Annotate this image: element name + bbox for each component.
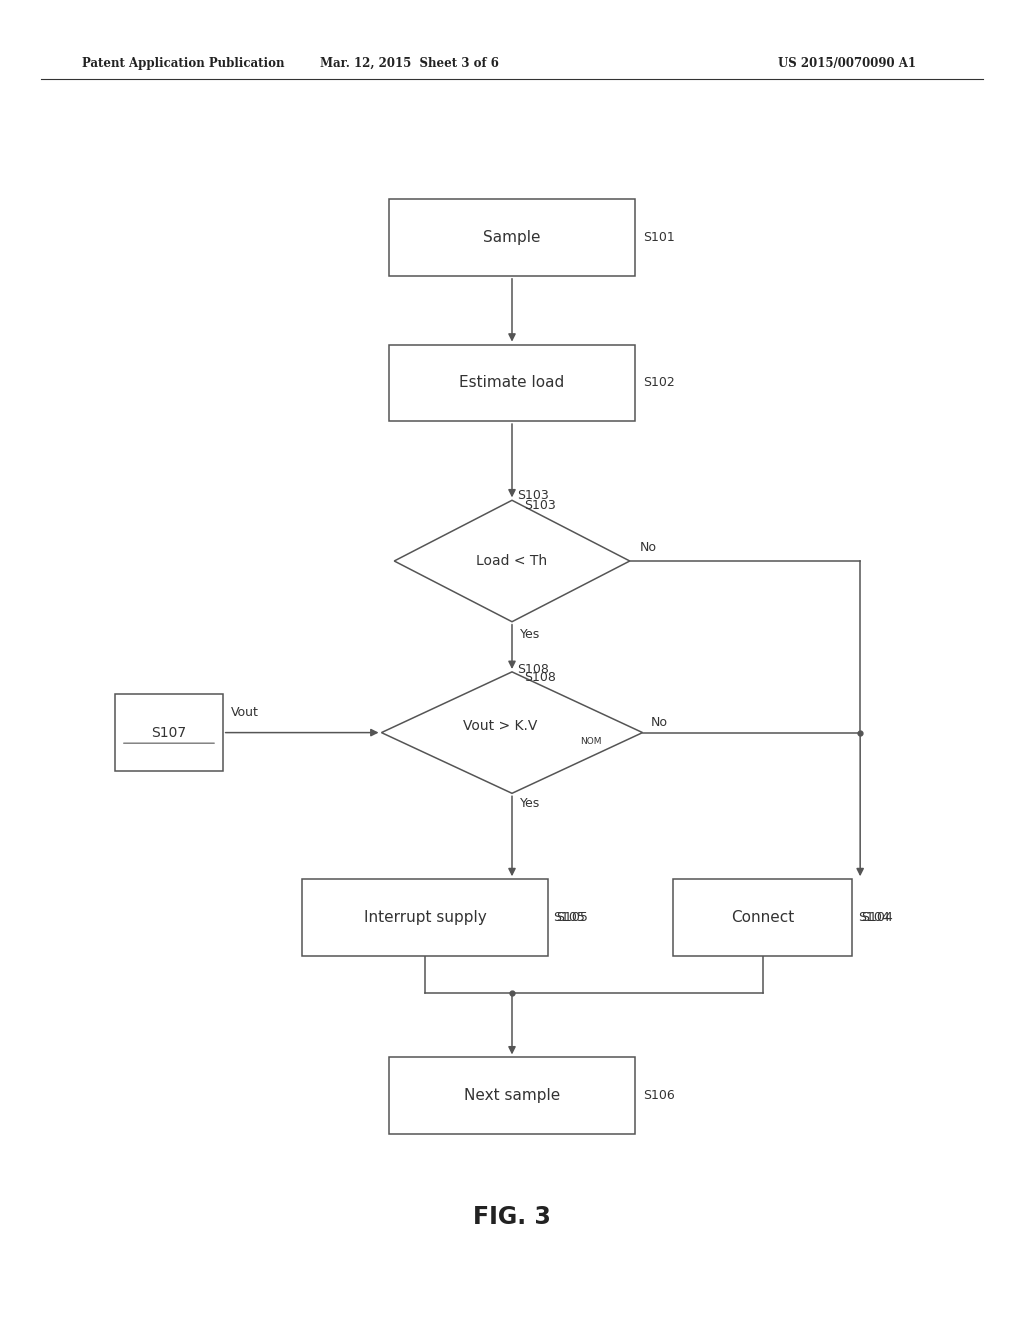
Text: S106: S106: [643, 1089, 675, 1102]
FancyBboxPatch shape: [389, 1057, 635, 1134]
Text: S107: S107: [152, 726, 186, 739]
FancyBboxPatch shape: [116, 694, 223, 771]
Polygon shape: [394, 500, 630, 622]
Text: S105: S105: [553, 911, 585, 924]
Text: NOM: NOM: [581, 738, 602, 746]
Text: S101: S101: [643, 231, 675, 244]
Text: Yes: Yes: [520, 797, 541, 810]
FancyBboxPatch shape: [302, 879, 548, 956]
Text: Connect: Connect: [731, 909, 795, 925]
Text: S108: S108: [517, 663, 549, 676]
Text: Load < Th: Load < Th: [476, 554, 548, 568]
Text: Vout > K.V: Vout > K.V: [463, 719, 537, 733]
Text: FIG. 3: FIG. 3: [473, 1205, 551, 1229]
Text: S104: S104: [858, 911, 890, 924]
Text: Estimate load: Estimate load: [460, 375, 564, 391]
Text: Next sample: Next sample: [464, 1088, 560, 1104]
Text: Mar. 12, 2015  Sheet 3 of 6: Mar. 12, 2015 Sheet 3 of 6: [321, 57, 499, 70]
Text: No: No: [651, 715, 668, 729]
Text: S103: S103: [524, 499, 556, 512]
Text: Vout: Vout: [231, 706, 259, 719]
Text: Sample: Sample: [483, 230, 541, 246]
Text: No: No: [640, 541, 657, 554]
Text: Interrupt supply: Interrupt supply: [364, 909, 486, 925]
FancyBboxPatch shape: [389, 345, 635, 421]
Text: S104: S104: [860, 911, 893, 924]
Text: Yes: Yes: [520, 628, 541, 642]
Text: S103: S103: [517, 488, 549, 502]
Text: US 2015/0070090 A1: US 2015/0070090 A1: [778, 57, 916, 70]
Text: S105: S105: [556, 911, 588, 924]
Polygon shape: [381, 672, 643, 793]
Text: S102: S102: [643, 376, 675, 389]
Text: S108: S108: [524, 671, 556, 684]
FancyBboxPatch shape: [674, 879, 852, 956]
FancyBboxPatch shape: [389, 199, 635, 276]
Text: Patent Application Publication: Patent Application Publication: [82, 57, 285, 70]
